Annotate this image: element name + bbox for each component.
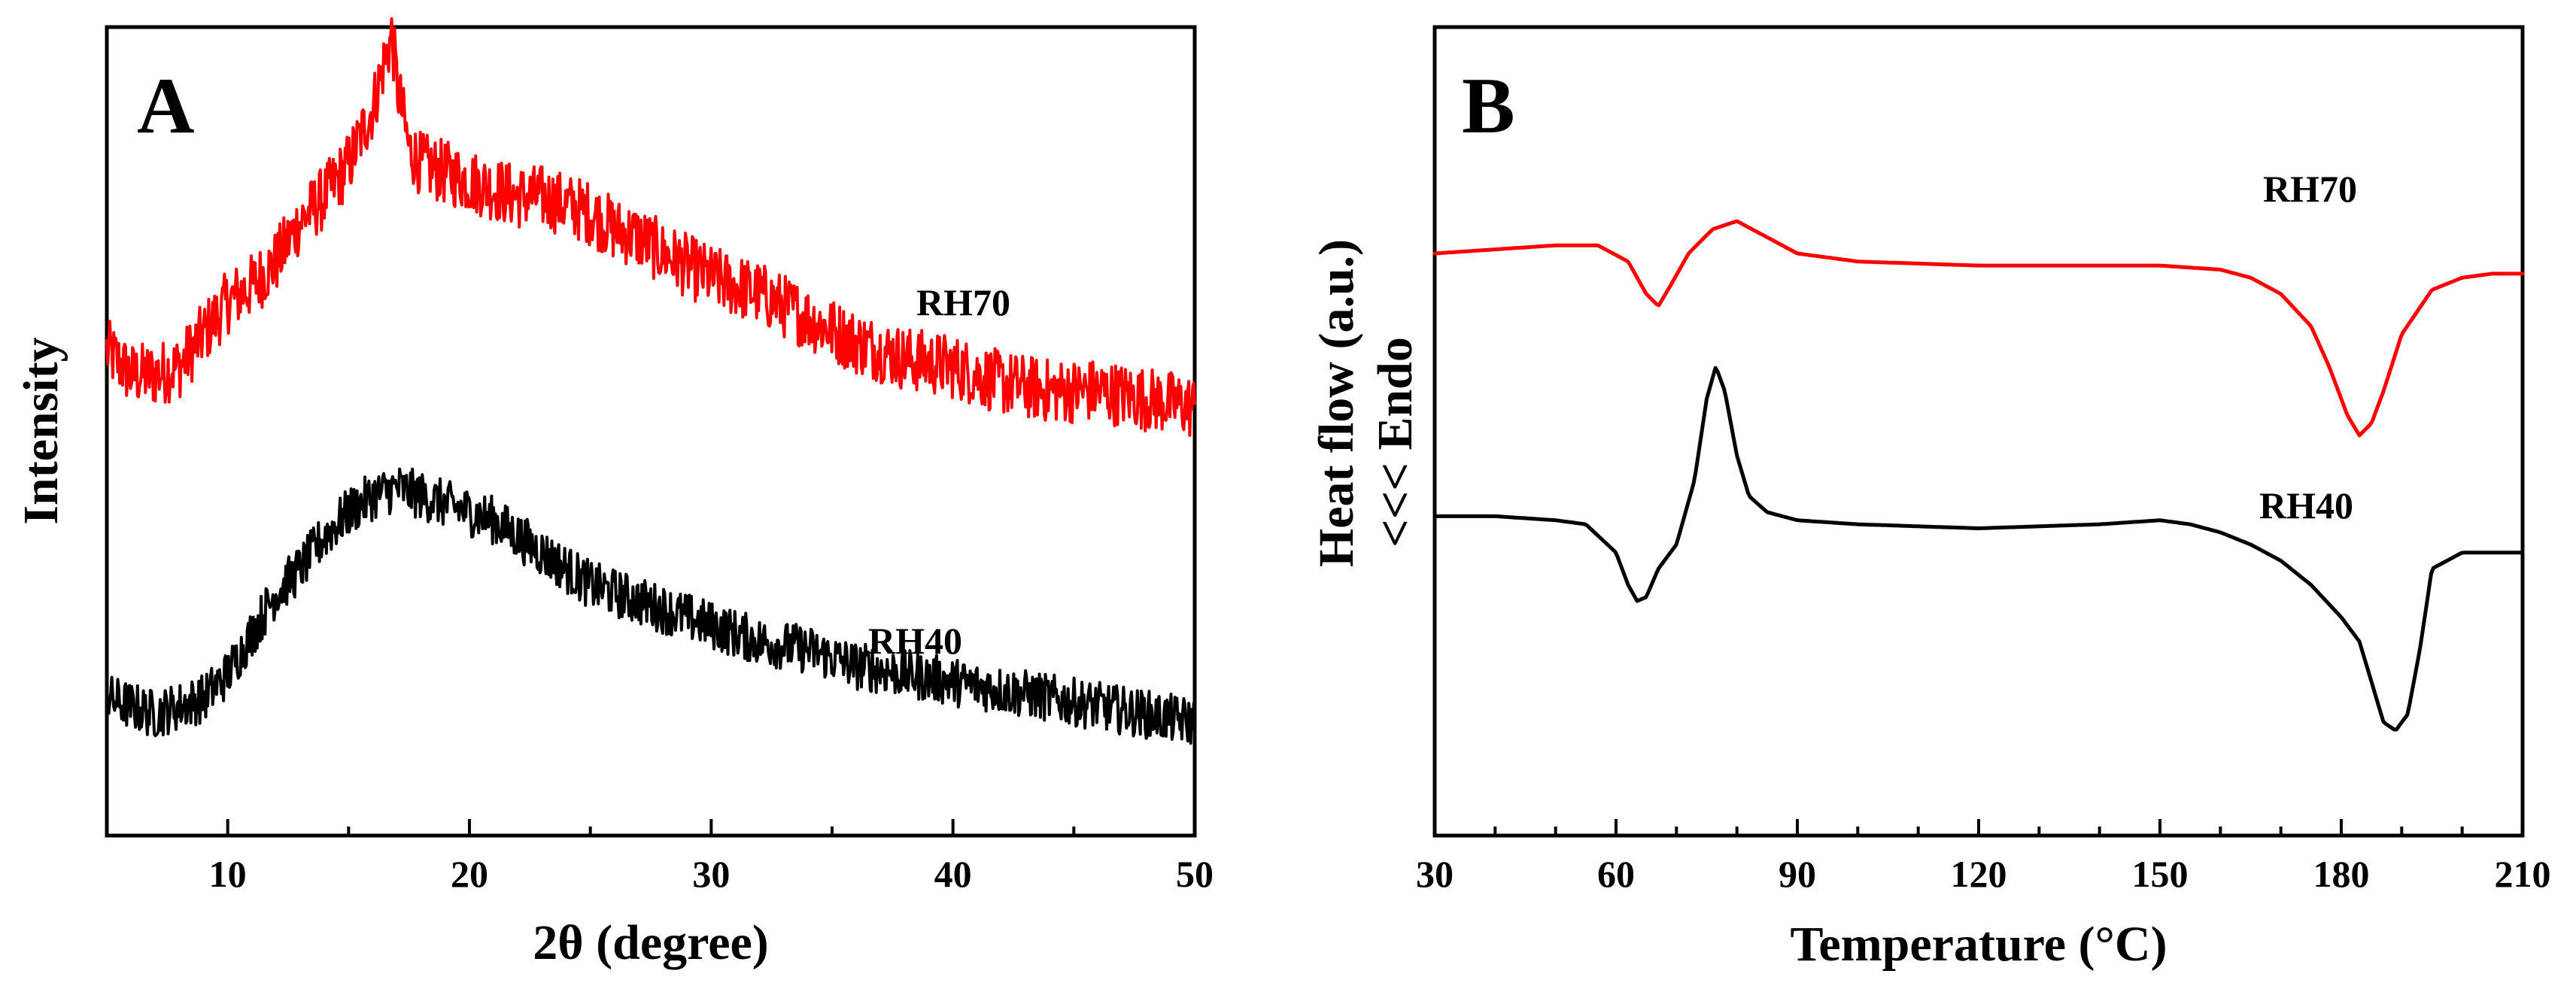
panel-b-x-ticks: 30 60 90 120 150 180 210 — [1416, 819, 2551, 895]
panel-b-series-rh40 — [1432, 366, 2525, 732]
panel-a-x-tick-label: 10 — [209, 853, 247, 895]
panel-a-x-tick-label: 30 — [692, 853, 730, 895]
panel-a-annotation-rh70: RH70 — [916, 281, 1010, 323]
panel-b-x-tick-label: 120 — [1951, 853, 2007, 895]
panel-a-annotation-rh40: RH40 — [868, 620, 962, 662]
panel-b-y-axis-title: Heat flow (a.u.) — [1309, 239, 1364, 567]
panel-b-x-tick-label: 90 — [1779, 853, 1816, 895]
panel-a-series-rh40 — [105, 467, 1196, 745]
panel-b-plot-frame — [1432, 25, 2525, 838]
panel-a-letter: A — [137, 62, 195, 150]
panel-a-series-rh70 — [105, 17, 1196, 437]
panel-b-x-tick-label: 30 — [1416, 853, 1454, 895]
panel-b-x-tick-label: 210 — [2495, 853, 2551, 895]
panel-b-x-tick-label: 150 — [2132, 853, 2189, 895]
panel-a-y-axis-title: Intensity — [14, 337, 68, 524]
panel-b-series-rh70 — [1432, 219, 2525, 438]
panel-b-letter: B — [1462, 62, 1515, 150]
panel-b-x-axis-title: Temperature (°C) — [1790, 917, 2167, 972]
panel-b-endo-annotation: <<< Endo — [1368, 337, 1423, 548]
panel-a-plot-frame — [105, 25, 1197, 838]
panel-a-x-tick-label: 20 — [451, 853, 488, 895]
panel-b-traces — [1432, 219, 2525, 732]
panel-b-x-tick-label: 60 — [1597, 853, 1635, 895]
panel-b-annotation-rh70: RH70 — [2263, 168, 2357, 210]
panel-a: 10 20 30 40 50 A RH70 RH40 2θ (degree) Inten… — [14, 17, 1214, 970]
panel-b-x-tick-label: 180 — [2313, 853, 2370, 895]
panel-a-x-tick-label: 40 — [934, 853, 972, 895]
panel-a-traces — [105, 17, 1196, 745]
panel-a-x-tick-label: 50 — [1176, 853, 1214, 895]
panel-b-annotation-rh40: RH40 — [2259, 484, 2353, 526]
panel-b: 30 60 90 120 150 180 210 B RH70 RH40 Temperatu… — [1309, 25, 2551, 972]
panel-a-x-ticks: 10 20 30 40 50 — [105, 819, 1214, 895]
panel-a-x-axis-title: 2θ (degree) — [533, 915, 769, 970]
